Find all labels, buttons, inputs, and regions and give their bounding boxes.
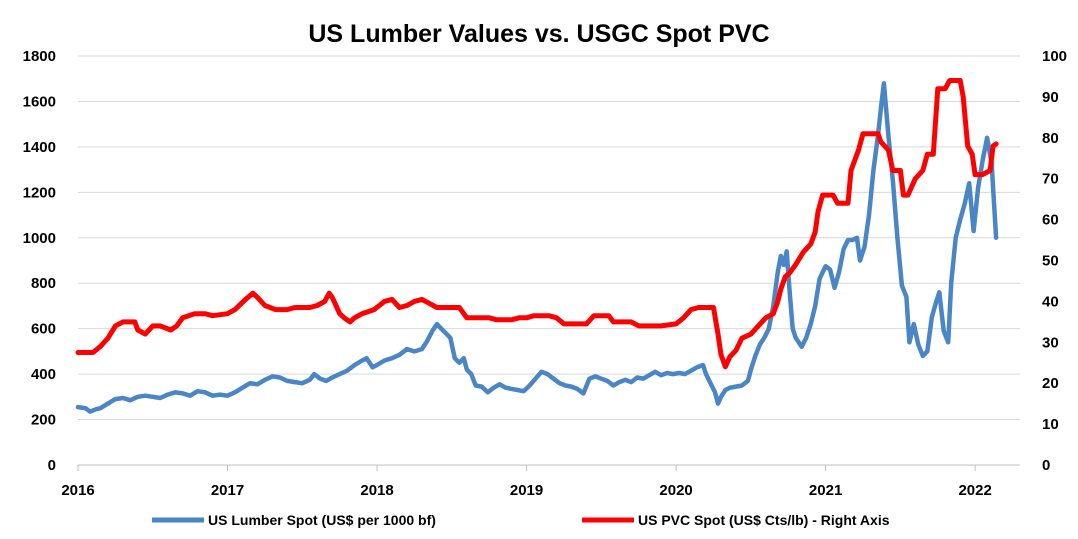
right-axis-ticks: 0 10 20 30 40 50 60 70 80 90 100 — [1042, 48, 1067, 474]
left-tick-label: 1800 — [23, 48, 56, 65]
right-tick-label: 50 — [1042, 253, 1059, 270]
gridlines — [78, 55, 1020, 421]
right-tick-label: 80 — [1042, 130, 1059, 147]
left-tick-label: 600 — [31, 321, 56, 338]
x-tick-label: 2020 — [659, 482, 692, 499]
left-tick-label: 1600 — [23, 93, 56, 110]
left-tick-label: 200 — [31, 412, 56, 429]
pvc-series-line — [75, 78, 999, 370]
left-tick-label: 1200 — [23, 184, 56, 201]
right-tick-label: 100 — [1042, 48, 1067, 65]
right-tick-label: 20 — [1042, 375, 1059, 392]
left-tick-label: 1400 — [23, 139, 56, 156]
x-tick-label: 2018 — [360, 482, 393, 499]
right-tick-label: 70 — [1042, 171, 1059, 188]
right-tick-label: 60 — [1042, 212, 1059, 229]
x-tick-label: 2019 — [510, 482, 543, 499]
left-axis-ticks: 0 200 400 600 800 1000 1200 1400 1600 1800 — [23, 48, 56, 474]
left-tick-label: 0 — [48, 457, 56, 474]
chart-title: US Lumber Values vs. USGC Spot PVC — [308, 20, 769, 48]
right-tick-label: 30 — [1042, 334, 1059, 351]
left-tick-label: 800 — [31, 275, 56, 292]
right-tick-label: 0 — [1042, 457, 1050, 474]
x-tick-label: 2017 — [211, 482, 244, 499]
x-tick-label: 2021 — [809, 482, 842, 499]
right-tick-label: 40 — [1042, 293, 1059, 310]
x-tick-label: 2016 — [61, 482, 94, 499]
x-axis: 2016 2017 2018 2019 2020 2021 2022 — [61, 464, 1020, 499]
right-tick-label: 10 — [1042, 416, 1059, 433]
x-tick-label: 2022 — [958, 482, 991, 499]
legend-label-lumber: US Lumber Spot (US$ per 1000 bf) — [208, 512, 436, 528]
lumber-series-line — [75, 81, 999, 414]
left-tick-label: 400 — [31, 366, 56, 383]
legend-label-pvc: US PVC Spot (US$ Cts/lb) - Right Axis — [638, 512, 890, 528]
right-tick-label: 90 — [1042, 89, 1059, 106]
legend: US Lumber Spot (US$ per 1000 bf) US PVC … — [152, 512, 890, 528]
left-tick-label: 1000 — [23, 230, 56, 247]
series-layer — [75, 78, 999, 414]
